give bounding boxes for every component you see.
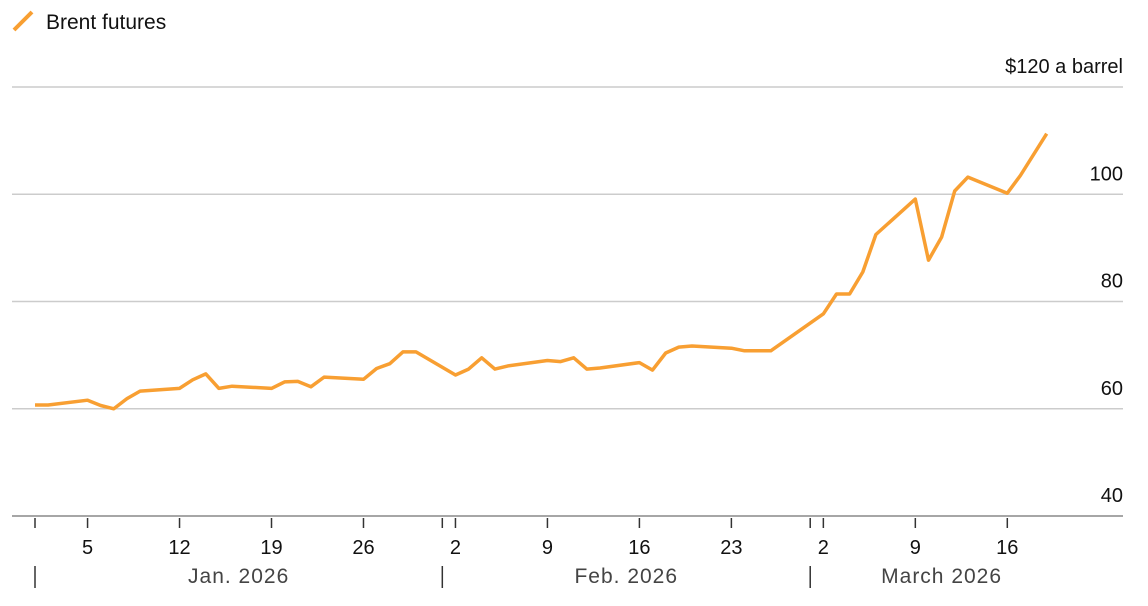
- x-tick-label: 26: [352, 537, 374, 559]
- x-tick-label: 16: [628, 537, 650, 559]
- price-line: [35, 132, 1049, 411]
- legend-label: Brent futures: [46, 11, 166, 34]
- month-label: Jan. 2026: [188, 565, 289, 588]
- y-tick-label: $120 a barrel: [1005, 56, 1123, 78]
- x-tick-label: 23: [720, 537, 742, 559]
- x-tick-label: 16: [996, 537, 1018, 559]
- month-label: Feb. 2026: [574, 565, 678, 588]
- x-tick-label: 2: [818, 537, 829, 559]
- x-tick-label: 2: [450, 537, 461, 559]
- x-tick-label: 19: [260, 537, 282, 559]
- x-tick-label: 9: [542, 537, 553, 559]
- y-tick-label: 80: [1101, 271, 1123, 293]
- x-tick-label: 9: [910, 537, 921, 559]
- y-tick-label: 40: [1101, 485, 1123, 507]
- y-tick-label: 100: [1090, 163, 1123, 185]
- x-tick-label: 12: [168, 537, 190, 559]
- month-label: March 2026: [881, 565, 1002, 588]
- x-tick-label: 5: [82, 537, 93, 559]
- y-tick-label: 60: [1101, 378, 1123, 400]
- legend-swatch: [12, 10, 34, 32]
